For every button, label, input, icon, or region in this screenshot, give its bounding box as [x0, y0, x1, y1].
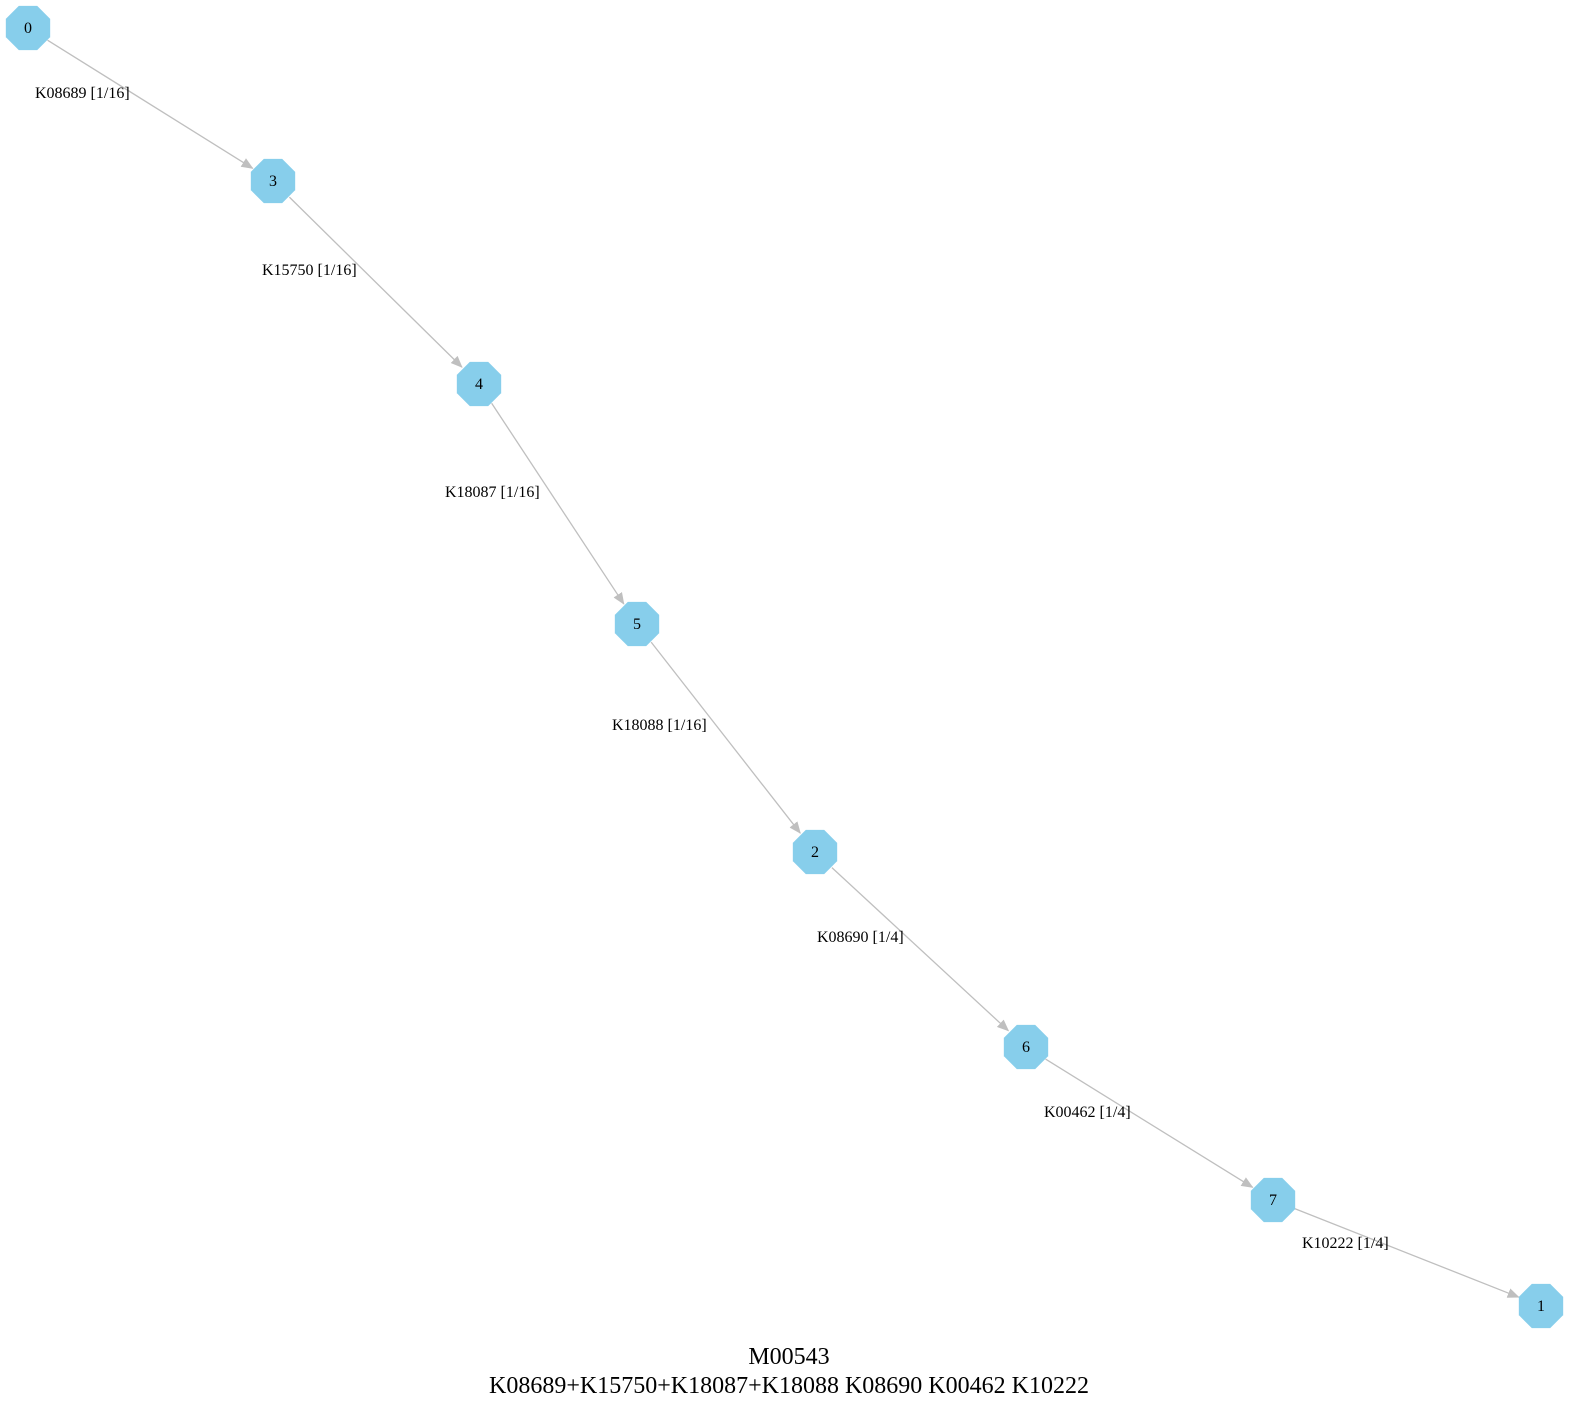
- edge-label: K00462 [1/4]: [1044, 1104, 1131, 1121]
- node-label: 7: [1269, 1192, 1277, 1209]
- edge-arrow: [1294, 1207, 1520, 1298]
- edge-3-to-4: K15750 [1/16]: [262, 196, 463, 368]
- node-octagon: [456, 361, 502, 407]
- node-6: 6: [1003, 1024, 1049, 1070]
- node-label: 5: [633, 616, 641, 633]
- edge-label: K15750 [1/16]: [262, 262, 357, 279]
- edge-label: K18087 [1/16]: [445, 484, 540, 501]
- node-label: 1: [1537, 1298, 1545, 1315]
- node-octagon: [5, 5, 51, 51]
- edge-arrow: [491, 402, 625, 605]
- title-definition: K08689+K15750+K18087+K18088 K08690 K0046…: [489, 1373, 1089, 1399]
- node-1: 1: [1518, 1283, 1564, 1329]
- edge-5-to-2: K18088 [1/16]: [612, 641, 801, 834]
- edge-4-to-5: K18087 [1/16]: [445, 402, 625, 605]
- node-octagon: [614, 601, 660, 647]
- edge-arrow: [650, 641, 801, 834]
- edge-label: K08690 [1/4]: [817, 929, 904, 946]
- node-7: 7: [1250, 1177, 1296, 1223]
- edge-0-to-3: K08689 [1/16]: [35, 39, 254, 169]
- node-label: 2: [811, 844, 819, 861]
- graph-title: M00543 K08689+K15750+K18087+K18088 K0869…: [489, 1344, 1089, 1399]
- edge-label: K08689 [1/16]: [35, 85, 130, 102]
- edge-arrow: [831, 867, 1010, 1032]
- node-octagon: [1003, 1024, 1049, 1070]
- edge-arrow: [288, 196, 463, 368]
- node-5: 5: [614, 601, 660, 647]
- node-label: 0: [24, 20, 32, 37]
- edge-label: K18088 [1/16]: [612, 717, 707, 734]
- node-octagon: [1250, 1177, 1296, 1223]
- edge-2-to-6: K08690 [1/4]: [817, 867, 1010, 1032]
- node-label: 6: [1022, 1039, 1030, 1056]
- node-label: 3: [269, 173, 277, 190]
- edge-arrow: [47, 39, 254, 169]
- node-0: 0: [5, 5, 51, 51]
- edge-label: K10222 [1/4]: [1302, 1235, 1389, 1252]
- node-3: 3: [250, 158, 296, 204]
- edge-7-to-1: K10222 [1/4]: [1294, 1207, 1520, 1298]
- node-octagon: [792, 829, 838, 875]
- title-module-id: M00543: [748, 1344, 829, 1370]
- nodes-layer: 0 3 4 5 2 6 7 1: [5, 5, 1564, 1329]
- node-2: 2: [792, 829, 838, 875]
- node-octagon: [1518, 1283, 1564, 1329]
- node-octagon: [250, 158, 296, 204]
- edge-6-to-7: K00462 [1/4]: [1044, 1058, 1254, 1188]
- edge-arrow: [1045, 1058, 1254, 1188]
- edges-layer: K08689 [1/16] K15750 [1/16] K18087 [1/16] K…: [35, 39, 1520, 1298]
- node-label: 4: [475, 376, 483, 393]
- node-4: 4: [456, 361, 502, 407]
